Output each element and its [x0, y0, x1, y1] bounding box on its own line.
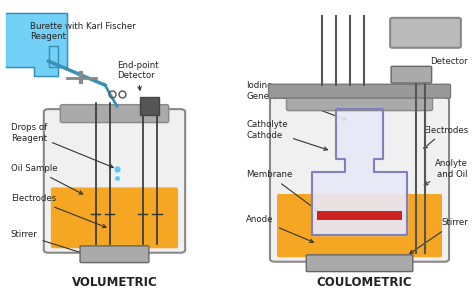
Text: #ffffff: #ffffff [421, 32, 425, 33]
Text: Iodine
Generator: Iodine Generator [246, 82, 346, 120]
Text: Catholyte
Cathode: Catholyte Cathode [246, 120, 328, 150]
Text: Burette with Karl Fischer
Reagent: Burette with Karl Fischer Reagent [30, 22, 136, 41]
Text: Stirrer: Stirrer [11, 230, 97, 258]
FancyBboxPatch shape [60, 104, 169, 123]
FancyBboxPatch shape [140, 97, 159, 115]
Text: CONTROL: CONTROL [395, 28, 451, 38]
FancyBboxPatch shape [306, 255, 413, 271]
Text: COULOMETRIC: COULOMETRIC [317, 276, 412, 289]
Text: Detector: Detector [396, 57, 468, 75]
FancyBboxPatch shape [80, 246, 149, 263]
Text: Electrodes: Electrodes [423, 126, 468, 148]
FancyBboxPatch shape [269, 84, 450, 98]
Polygon shape [312, 109, 407, 235]
Polygon shape [6, 13, 67, 76]
Text: Drops of
Reagent: Drops of Reagent [11, 123, 113, 168]
FancyBboxPatch shape [277, 194, 442, 257]
Text: VOLUMETRIC: VOLUMETRIC [72, 276, 157, 289]
FancyBboxPatch shape [317, 211, 402, 220]
FancyBboxPatch shape [390, 18, 461, 48]
FancyBboxPatch shape [44, 109, 185, 253]
FancyBboxPatch shape [391, 66, 432, 83]
Text: Electrodes: Electrodes [11, 194, 106, 228]
Text: Stirrer: Stirrer [410, 218, 468, 253]
Text: Oil Sample: Oil Sample [11, 165, 82, 194]
Text: Membrane: Membrane [246, 170, 319, 211]
FancyBboxPatch shape [270, 97, 449, 262]
Text: Anolyte
and Oil: Anolyte and Oil [424, 159, 468, 185]
Text: Anode: Anode [246, 215, 313, 243]
FancyBboxPatch shape [51, 188, 178, 248]
Text: End-point
Detector: End-point Detector [117, 60, 158, 90]
FancyBboxPatch shape [286, 93, 433, 111]
